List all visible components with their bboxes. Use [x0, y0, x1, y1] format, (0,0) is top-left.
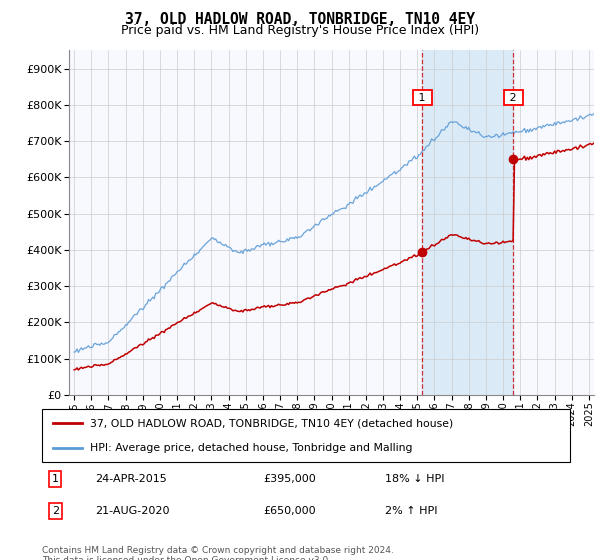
Bar: [422, 50, 514, 395]
Text: 24-APR-2015: 24-APR-2015: [95, 474, 167, 484]
Text: 2: 2: [506, 92, 520, 102]
Text: £650,000: £650,000: [264, 506, 316, 516]
Text: 1: 1: [52, 474, 59, 484]
Text: 37, OLD HADLOW ROAD, TONBRIDGE, TN10 4EY: 37, OLD HADLOW ROAD, TONBRIDGE, TN10 4EY: [125, 12, 475, 27]
Text: 18% ↓ HPI: 18% ↓ HPI: [385, 474, 445, 484]
Text: 21-AUG-2020: 21-AUG-2020: [95, 506, 169, 516]
Text: Contains HM Land Registry data © Crown copyright and database right 2024.
This d: Contains HM Land Registry data © Crown c…: [42, 546, 394, 560]
Text: 2% ↑ HPI: 2% ↑ HPI: [385, 506, 438, 516]
Text: £395,000: £395,000: [264, 474, 317, 484]
Text: HPI: Average price, detached house, Tonbridge and Malling: HPI: Average price, detached house, Tonb…: [89, 442, 412, 452]
Text: 2: 2: [52, 506, 59, 516]
Text: 37, OLD HADLOW ROAD, TONBRIDGE, TN10 4EY (detached house): 37, OLD HADLOW ROAD, TONBRIDGE, TN10 4EY…: [89, 418, 453, 428]
Text: 1: 1: [415, 92, 430, 102]
Text: Price paid vs. HM Land Registry's House Price Index (HPI): Price paid vs. HM Land Registry's House …: [121, 24, 479, 36]
